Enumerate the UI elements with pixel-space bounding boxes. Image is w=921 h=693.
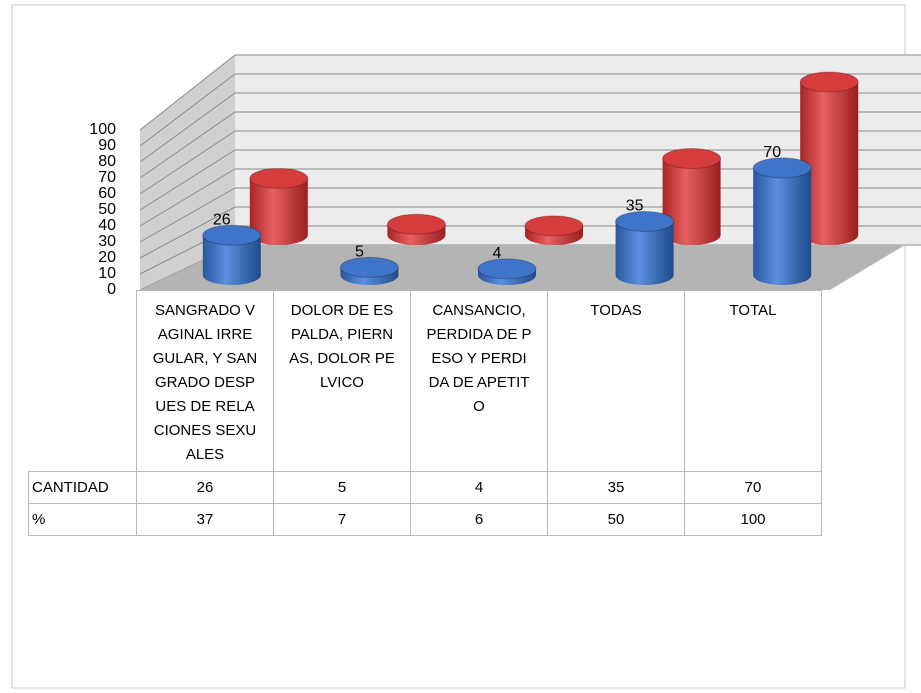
data-label: 26 bbox=[213, 211, 231, 228]
data-label: 4 bbox=[493, 245, 502, 262]
cylinder bbox=[524, 215, 584, 245]
y-tick-label: 80 bbox=[98, 153, 116, 170]
cylinder-top bbox=[477, 258, 537, 280]
cylinder bbox=[249, 167, 309, 245]
grid-line bbox=[139, 54, 921, 131]
cylinder bbox=[662, 148, 722, 245]
cylinder-top bbox=[524, 215, 584, 237]
cylinder-body bbox=[249, 178, 308, 245]
cylinder-body bbox=[202, 235, 261, 285]
data-label: 35 bbox=[626, 198, 644, 215]
category-cell: CANSANCIO, PERDIDA DE PESO Y PERDIDA DE … bbox=[410, 290, 548, 472]
value-cell: 26 bbox=[136, 471, 274, 504]
y-tick-label: 0 bbox=[107, 281, 116, 298]
y-tick-label: 40 bbox=[98, 217, 116, 234]
blank-cell bbox=[28, 290, 137, 472]
grid-line bbox=[139, 73, 921, 147]
cylinder-top bbox=[615, 210, 675, 232]
value-cell: 5 bbox=[273, 471, 411, 504]
data-label: 70 bbox=[763, 144, 781, 161]
grid-line bbox=[139, 130, 921, 195]
cylinder-body bbox=[753, 167, 812, 285]
cylinder-body bbox=[615, 221, 674, 285]
value-cell: 70 bbox=[684, 471, 822, 504]
series-name: % bbox=[28, 503, 137, 536]
grid-line bbox=[139, 92, 921, 163]
cylinder-top bbox=[752, 157, 812, 179]
series-name: CANTIDAD bbox=[28, 471, 137, 504]
y-tick-label: 100 bbox=[89, 121, 116, 138]
category-cell: DOLOR DE ESPALDA, PIERNAS, DOLOR PELVICO bbox=[273, 290, 411, 472]
cylinder-top bbox=[249, 167, 309, 189]
value-cell: 7 bbox=[273, 503, 411, 536]
y-tick-label: 90 bbox=[98, 137, 116, 154]
value-cell: 6 bbox=[410, 503, 548, 536]
cylinder-top bbox=[202, 224, 262, 246]
cylinder bbox=[202, 224, 262, 285]
frame bbox=[11, 4, 906, 689]
category-cell: TODAS bbox=[547, 290, 685, 472]
category-cell: SANGRADO VAGINAL IRREGULAR, Y SANGRADO D… bbox=[136, 290, 274, 472]
cylinder-top bbox=[386, 213, 446, 235]
cylinder bbox=[615, 210, 675, 285]
y-tick-label: 60 bbox=[98, 185, 116, 202]
value-cell: 35 bbox=[547, 471, 685, 504]
data-table: SANGRADO VAGINAL IRREGULAR, Y SANGRADO D… bbox=[28, 290, 822, 536]
value-cell: 100 bbox=[684, 503, 822, 536]
cylinder-top bbox=[799, 71, 859, 93]
category-cell: TOTAL bbox=[684, 290, 822, 472]
value-cell: 50 bbox=[547, 503, 685, 536]
cylinder bbox=[799, 71, 859, 245]
value-cell: 4 bbox=[410, 471, 548, 504]
y-tick-label: 10 bbox=[98, 265, 116, 282]
grid-line bbox=[139, 111, 921, 179]
y-tick-label: 70 bbox=[98, 169, 116, 186]
cylinder-top bbox=[339, 256, 399, 278]
cylinder-body bbox=[662, 158, 721, 245]
cylinder bbox=[477, 258, 537, 285]
y-tick-label: 20 bbox=[98, 249, 116, 266]
value-cell: 37 bbox=[136, 503, 274, 536]
cylinder bbox=[752, 157, 812, 285]
y-tick-label: 30 bbox=[98, 233, 116, 250]
data-label: 5 bbox=[355, 244, 364, 261]
cylinder-body bbox=[800, 82, 859, 245]
cylinder bbox=[339, 256, 399, 285]
y-tick-label: 50 bbox=[98, 201, 116, 218]
cylinder bbox=[386, 213, 446, 245]
cylinder-top bbox=[662, 148, 722, 169]
